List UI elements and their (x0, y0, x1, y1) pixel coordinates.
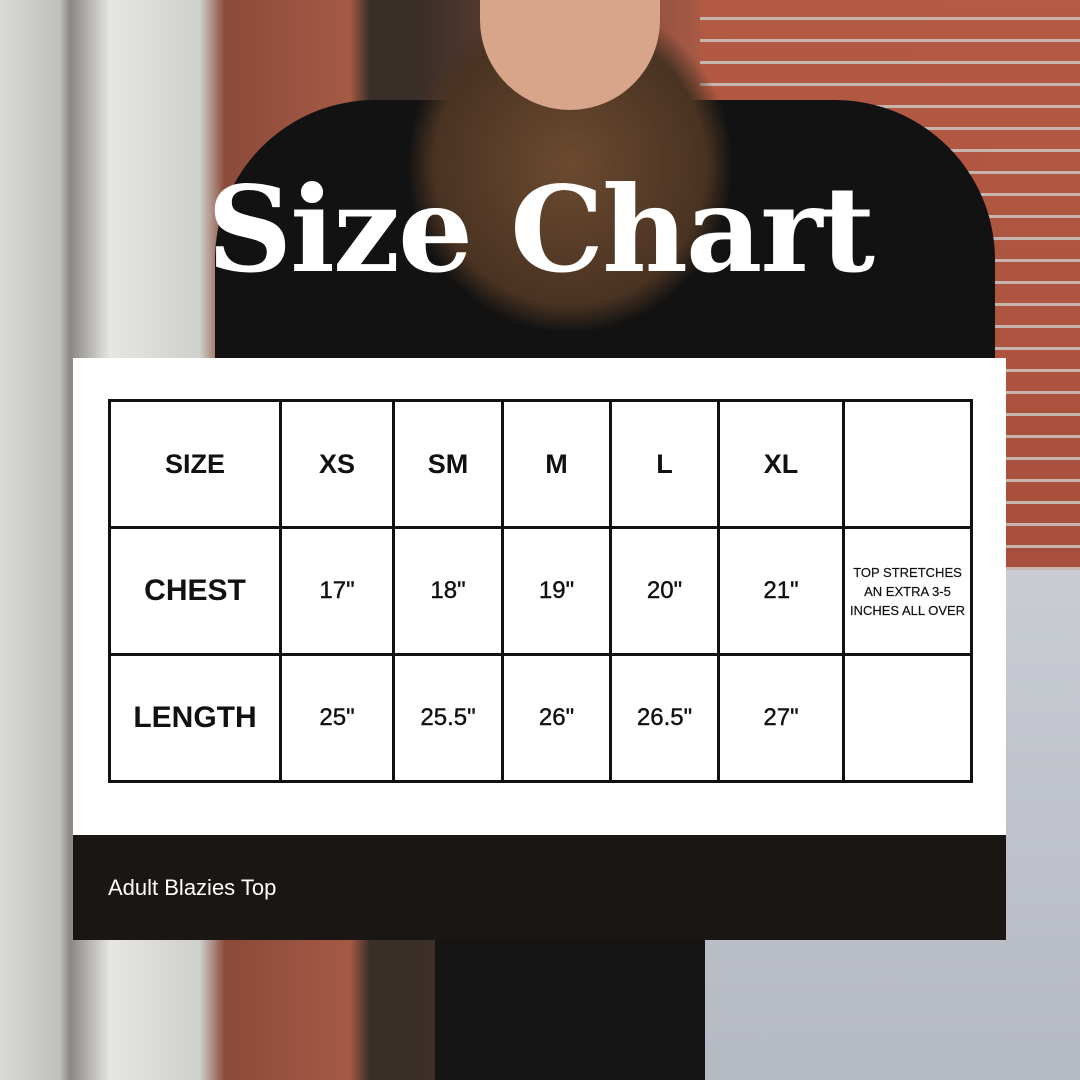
stretch-note: TOP STRETCHES AN EXTRA 3-5 INCHES ALL OV… (842, 526, 973, 656)
header-note (842, 399, 973, 529)
page-title: Size Chart (206, 160, 875, 299)
product-footer: Adult Blazies Top (73, 835, 1006, 940)
table-cell: 25" (279, 653, 395, 783)
header-m: M (501, 399, 612, 529)
table-cell: 21" (717, 526, 845, 656)
table-cell: 25.5" (392, 653, 504, 783)
product-name: Adult Blazies Top (108, 875, 277, 900)
table-cell: 17" (279, 526, 395, 656)
row-label: CHEST (108, 526, 282, 656)
table-cell: 19" (501, 526, 612, 656)
model-legs (435, 940, 705, 1080)
table-row-chest: CHEST 17" 18" 19" 20" 21" TOP STRETCHES … (108, 526, 973, 656)
table-cell: 18" (392, 526, 504, 656)
size-table: SIZE XS SM M L XL CHEST 17" 18" 19" 20" … (108, 399, 973, 783)
header-sm: SM (392, 399, 504, 529)
header-xl: XL (717, 399, 845, 529)
table-cell: 20" (609, 526, 720, 656)
table-row-length: LENGTH 25" 25.5" 26" 26.5" 27" (108, 653, 973, 783)
row-label: LENGTH (108, 653, 282, 783)
header-l: L (609, 399, 720, 529)
table-cell: 27" (717, 653, 845, 783)
table-cell: 26.5" (609, 653, 720, 783)
table-cell-empty (842, 653, 973, 783)
header-xs: XS (279, 399, 395, 529)
header-size: SIZE (108, 399, 282, 529)
table-header-row: SIZE XS SM M L XL (108, 399, 973, 529)
table-cell: 26" (501, 653, 612, 783)
